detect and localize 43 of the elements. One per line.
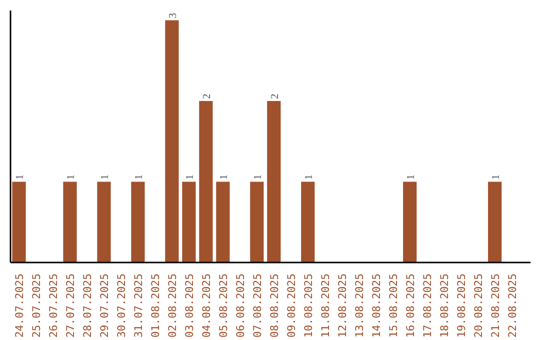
x-tick-label: 01.08.2025 [148, 274, 162, 338]
data-label: 1 [66, 174, 77, 180]
x-tick-label: 18.08.2025 [438, 274, 451, 338]
data-label: 1 [252, 174, 264, 180]
data-label: 1 [14, 174, 26, 180]
x-tick-label: 13.08.2025 [352, 274, 366, 338]
x-tick-label: 21.08.2025 [488, 274, 502, 338]
x-tick-label: 28.07.2025 [80, 274, 94, 338]
x-tick-label: 15.08.2025 [386, 274, 400, 338]
x-tick-label: 11.08.2025 [318, 274, 332, 338]
data-label: 1 [406, 174, 417, 180]
x-tick-label: 04.08.2025 [200, 274, 213, 338]
x-tick-label: 12.08.2025 [336, 274, 349, 338]
x-tick-label: 14.08.2025 [370, 274, 383, 338]
x-tick-label: 09.08.2025 [284, 274, 298, 338]
x-tick-label: 06.08.2025 [234, 274, 247, 338]
x-tick-label: 27.07.2025 [64, 274, 77, 338]
x-tick-label: 03.08.2025 [182, 274, 196, 338]
data-label: 2 [270, 94, 281, 99]
x-tick-label: 26.07.2025 [46, 274, 60, 338]
data-label: 1 [490, 174, 502, 180]
x-tick-label: 31.07.2025 [132, 274, 145, 338]
data-label: 3 [168, 12, 179, 18]
data-label: 1 [134, 174, 145, 180]
data-label: 1 [100, 174, 111, 180]
x-tick-label: 17.08.2025 [420, 274, 434, 338]
x-tick-label: 10.08.2025 [302, 274, 315, 338]
x-tick-label: 07.08.2025 [250, 274, 264, 338]
x-tick-label: 08.08.2025 [268, 274, 281, 338]
x-tick-label: 20.08.2025 [472, 274, 485, 338]
x-tick-label: 29.07.2025 [98, 274, 111, 338]
x-tick-label: 30.07.2025 [114, 274, 128, 338]
data-label: 2 [202, 94, 213, 99]
x-tick-label: 22.08.2025 [506, 274, 519, 338]
x-tick-label: 02.08.2025 [166, 274, 179, 338]
x-tick-label: 05.08.2025 [216, 274, 230, 338]
x-tick-label: 16.08.2025 [404, 274, 417, 338]
data-label: 1 [184, 174, 196, 180]
data-label: 1 [218, 174, 230, 180]
x-tick-label: 25.07.2025 [30, 274, 43, 338]
x-tick-label: 19.08.2025 [454, 274, 468, 338]
x-tick-label: 24.07.2025 [12, 274, 26, 338]
data-label: 1 [304, 174, 315, 180]
